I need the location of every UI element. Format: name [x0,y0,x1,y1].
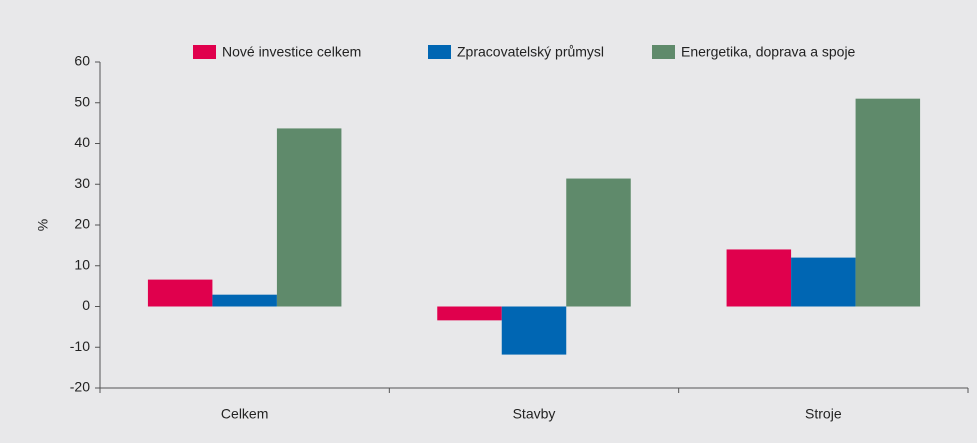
bar [147,279,213,307]
bar [791,257,856,307]
bar [855,98,921,307]
legend-swatch [652,45,675,59]
bar [501,306,567,355]
y-tick-label: 0 [82,297,90,313]
y-tick-label: 40 [74,134,90,150]
y-tick-label: 20 [74,216,90,232]
legend-label: Energetika, doprava a spoje [681,44,856,60]
y-axis-label: % [35,219,51,231]
y-tick-label: -10 [70,338,90,354]
y-tick-label: -20 [70,379,90,395]
legend-label: Zpracovatelský průmysl [457,44,604,60]
legend-label: Nové investice celkem [222,44,361,60]
y-tick-label: 60 [74,53,90,69]
bar [566,178,631,307]
x-tick-label: Stavby [513,406,556,422]
bar [276,128,342,307]
y-tick-label: 30 [74,175,90,191]
bar [437,306,502,321]
bar [726,249,792,307]
bar [212,294,277,307]
x-tick-label: Celkem [221,406,268,422]
y-tick-label: 10 [74,256,90,272]
legend-swatch [193,45,216,59]
x-tick-label: Stroje [805,406,842,422]
y-tick-label: 50 [74,93,90,109]
legend-swatch [428,45,451,59]
